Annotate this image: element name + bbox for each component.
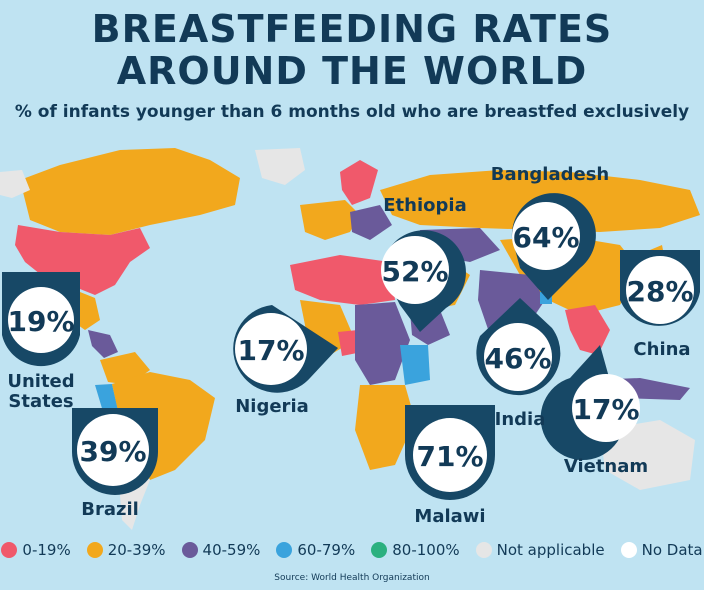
scandinavia (340, 160, 378, 205)
southeast-asia (565, 305, 610, 355)
pin-value-nigeria: 17% (237, 334, 304, 367)
southern-africa (355, 385, 415, 470)
legend-dot-20-39 (86, 542, 103, 558)
legend-dot-0-19 (1, 542, 18, 558)
label-brazil: Brazil (81, 499, 139, 520)
peru (95, 384, 118, 415)
legend-item-40-59: 40-59% (181, 541, 261, 559)
pin-value-brazil: 39% (79, 435, 146, 468)
pin-value-malawi: 71% (416, 440, 483, 473)
legend-dot-no-data (620, 542, 637, 558)
source-note: Source: World Health Organization (274, 573, 430, 583)
legend-dot-not-applicable (475, 542, 492, 558)
pin-value-china: 28% (626, 275, 693, 308)
label-united-states-line1: United (7, 371, 75, 392)
legend-item-no-data: No Data (620, 541, 703, 559)
pin-united-states[interactable]: 19% (2, 272, 80, 367)
title-line-1: BREASTFEEDING RATES (91, 7, 613, 51)
legend-item-80-100: 80-100% (371, 541, 460, 559)
central-america (88, 330, 118, 358)
legend-label-20-39: 20-39% (107, 541, 166, 559)
label-china: China (633, 339, 691, 360)
pin-brazil[interactable]: 39% (72, 408, 158, 495)
pin-value-ethiopia: 52% (381, 255, 448, 288)
pin-vietnam[interactable]: 17% (540, 345, 640, 461)
pin-bangladesh[interactable]: 64% (511, 193, 596, 300)
pin-ethiopia[interactable]: 52% (381, 230, 466, 332)
pin-value-united-states: 19% (7, 305, 74, 338)
eastern-europe (350, 205, 392, 240)
pin-malawi[interactable]: 71% (405, 405, 495, 500)
legend-label-60-79: 60-79% (297, 541, 356, 559)
legend-label-80-100: 80-100% (392, 541, 460, 559)
pin-value-vietnam: 17% (572, 393, 639, 426)
europe (300, 160, 392, 240)
north-africa (290, 255, 395, 305)
legend-dot-80-100 (371, 542, 388, 558)
legend-item-20-39: 20-39% (86, 541, 166, 559)
pin-value-bangladesh: 64% (512, 221, 579, 254)
western-europe (300, 200, 360, 240)
canada (20, 148, 240, 235)
pin-value-india: 46% (484, 342, 551, 375)
subtitle: % of infants younger than 6 months old w… (14, 102, 690, 122)
australia (600, 420, 695, 490)
label-vietnam: Vietnam (563, 456, 649, 477)
label-malawi: Malawi (414, 506, 486, 527)
east-africa (400, 345, 430, 385)
alaska (0, 170, 30, 198)
legend-dot-60-79 (276, 542, 293, 558)
central-africa (355, 302, 410, 385)
pin-india[interactable]: 46% (476, 298, 561, 396)
label-india: India (494, 409, 546, 430)
pin-nigeria[interactable]: 17% (233, 305, 338, 393)
legend-item-not-applicable: Not applicable (475, 541, 605, 559)
label-ethiopia: Ethiopia (383, 195, 467, 216)
legend: 0-19% 20-39% 40-59% 60-79% 80-100% Not a… (0, 541, 704, 559)
page-title: BREASTFEEDING RATES AROUND THE WORLD (0, 8, 704, 92)
greenland (255, 148, 305, 185)
pin-china[interactable]: 28% (620, 250, 700, 326)
legend-item-0-19: 0-19% (1, 541, 71, 559)
legend-label-0-19: 0-19% (22, 541, 71, 559)
legend-label-no-data: No Data (641, 541, 703, 559)
legend-label-not-applicable: Not applicable (496, 541, 605, 559)
legend-item-60-79: 60-79% (276, 541, 355, 559)
legend-dot-40-59 (181, 542, 198, 558)
label-united-states-line2: States (8, 391, 74, 412)
legend-label-40-59: 40-59% (202, 541, 261, 559)
title-line-2: AROUND THE WORLD (116, 49, 588, 93)
africa (290, 255, 450, 470)
label-bangladesh: Bangladesh (490, 164, 610, 185)
label-united-states: United States (6, 372, 76, 412)
label-nigeria: Nigeria (235, 396, 309, 417)
australia-land (600, 420, 695, 490)
